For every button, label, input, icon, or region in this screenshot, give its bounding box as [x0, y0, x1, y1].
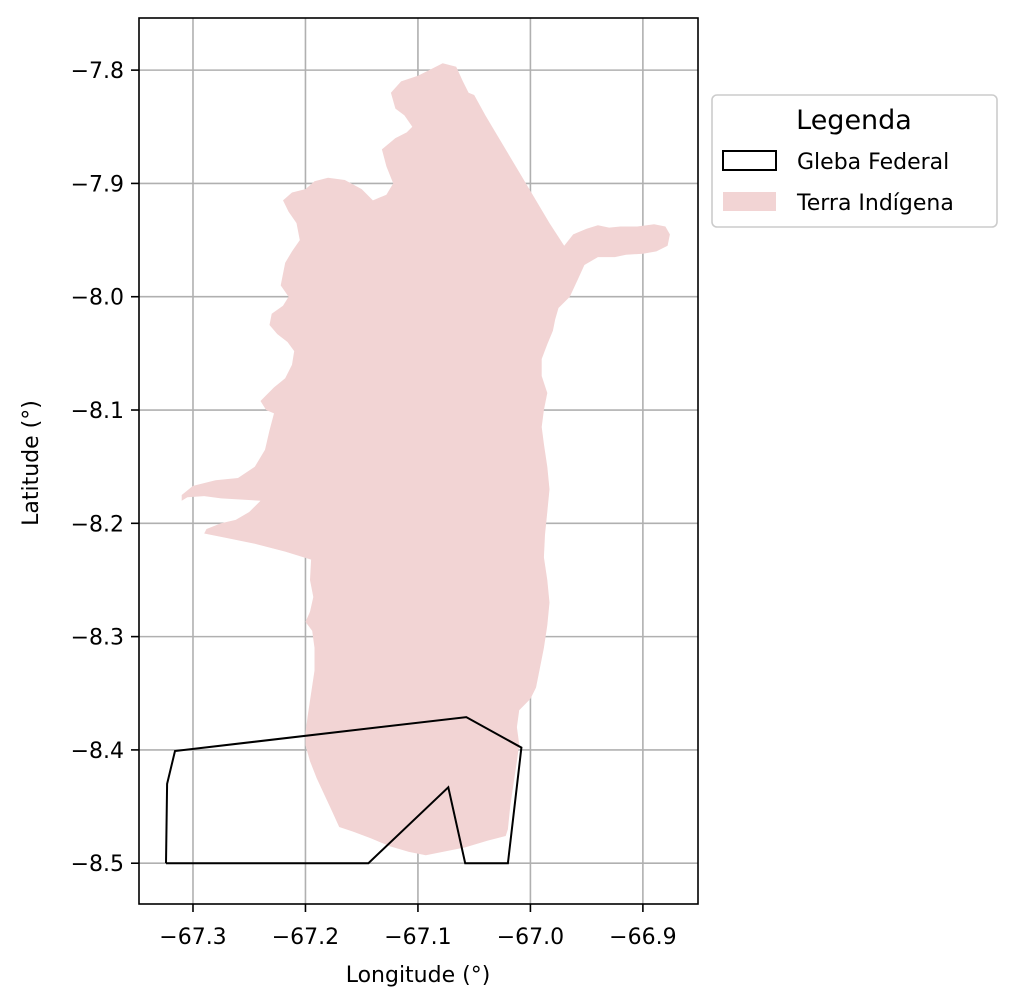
x-tick-label-2: −67.1	[384, 925, 451, 950]
legend-label-terra-indigena: Terra Indígena	[796, 191, 954, 216]
y-tick-label-0: −7.8	[71, 59, 124, 84]
legend-swatch-terra-indigena	[723, 192, 776, 211]
x-tick-label-0: −67.3	[159, 925, 226, 950]
y-axis-label: Latitude (°)	[19, 400, 44, 526]
terra-indigena-polygon	[181, 63, 670, 856]
y-tick-label-4: −8.2	[71, 512, 124, 537]
y-tick-label-7: −8.5	[71, 852, 124, 877]
y-tick-label-6: −8.4	[71, 739, 124, 764]
y-tick-label-3: −8.1	[71, 399, 124, 424]
legend-swatch-gleba-federal	[722, 150, 777, 171]
y-axis-ticks: −7.8 −7.9 −8.0 −8.1 −8.2 −8.3 −8.4 −8.5	[71, 59, 139, 877]
x-axis-label: Longitude (°)	[346, 963, 491, 988]
legend: Legenda Gleba Federal Terra Indígena	[711, 94, 998, 228]
gleba-federal-outline	[165, 716, 523, 865]
x-tick-label-1: −67.2	[272, 925, 339, 950]
y-tick-label-5: −8.3	[71, 626, 124, 651]
y-tick-label-1: −7.9	[71, 172, 124, 197]
x-axis-ticks: −67.3 −67.2 −67.1 −67.0 −66.9	[159, 904, 677, 950]
x-tick-label-3: −67.0	[497, 925, 564, 950]
y-tick-label-2: −8.0	[71, 286, 124, 311]
legend-title: Legenda	[796, 105, 912, 136]
x-tick-label-4: −66.9	[609, 925, 676, 950]
legend-box	[711, 94, 998, 228]
legend-label-gleba-federal: Gleba Federal	[797, 150, 949, 175]
